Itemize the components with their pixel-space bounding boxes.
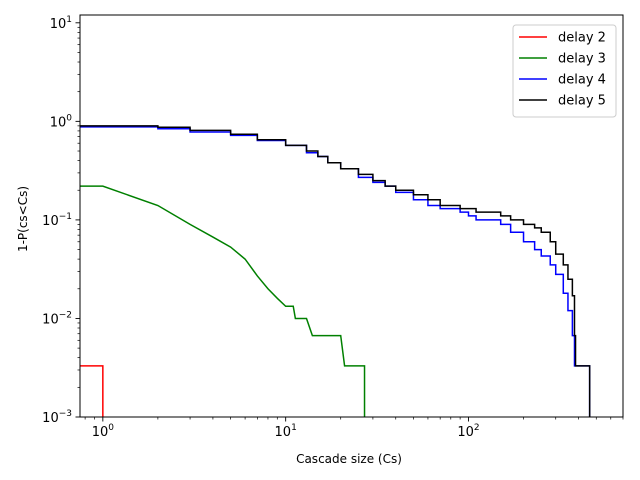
legend-frame [512,24,617,118]
legend-label-1: delay 2 [558,31,606,46]
legend-label-4: delay 5 [558,94,606,109]
legend-label-3: delay 4 [558,73,606,88]
series-layer [80,125,591,417]
legend-label-2: delay 3 [558,52,606,67]
x-tick-label-3: 102 [457,423,479,440]
legend: delay 2 delay 3 delay 4 delay 5 [512,24,617,118]
series-line-2 [80,185,366,417]
y-axis-label: 1-P(cs<Cs) [16,186,30,252]
y-tick-label-3: 10−1 [42,212,72,229]
series-line-1 [80,365,104,417]
x-tick-label-1: 100 [92,423,115,440]
x-tick-label-2: 101 [275,423,297,440]
plot-frame [79,14,624,418]
ticks-layer: 100 101 102 10−3 10−2 10−1 100 101 [42,15,624,440]
y-tick-label-2: 10−2 [42,310,72,327]
series-line-4 [80,125,591,417]
x-axis-label: Cascade size (Cs) [296,452,402,466]
y-tick-label-4: 100 [50,113,73,130]
y-tick-label-1: 10−3 [42,409,72,426]
y-tick-label-5: 101 [50,15,72,32]
